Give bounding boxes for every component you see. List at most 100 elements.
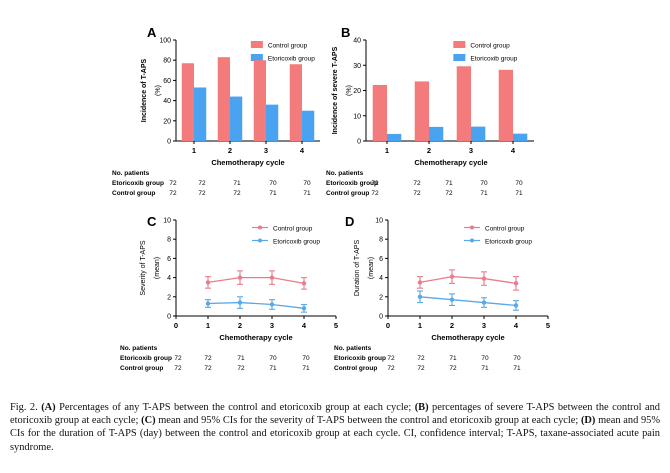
panel-d-point-etoricoxib-2: [449, 297, 455, 302]
panel-a-x-tick-label: 3: [264, 146, 268, 155]
panel-a-table-value: 72: [198, 180, 206, 187]
panel-b-y-label: Incidence of severe T-APS: [332, 46, 339, 134]
panel-d-letter: D: [345, 214, 354, 229]
panel-a-y-label: Incidence of T-APS: [141, 58, 148, 122]
panel-a-y-tick-label: 80: [163, 58, 171, 65]
panel-d-table-value: 72: [417, 355, 425, 362]
panel-b-y-tick-label: 30: [353, 63, 361, 70]
panel-b-legend-swatch: [453, 41, 466, 48]
panel-d-y-tick-label: 2: [379, 294, 383, 301]
panel-b-x-tick-label: 3: [469, 146, 473, 155]
panel-a-table-value: 72: [198, 190, 206, 197]
panel-c-point-etoricoxib-1: [205, 301, 211, 306]
panel-c-x-tick-label: 3: [270, 321, 274, 330]
panel-b-table-value: 72: [371, 180, 379, 187]
panel-a-table-value: 70: [303, 180, 311, 187]
panel-a-table-value: 71: [233, 180, 241, 187]
panel-d-line-control: [419, 275, 517, 285]
panel-c-x-tick-label: 4: [302, 321, 307, 330]
panel-b-legend-label: Control group: [470, 43, 510, 50]
panel-d-table-value: 72: [449, 365, 457, 372]
panel-c-table-row-label: Etoricoxib group: [120, 355, 172, 362]
panel-d-legend-marker: [470, 225, 474, 230]
panel-b-bar-control-1: [372, 84, 387, 141]
panel-b-table-value: 71: [515, 190, 523, 197]
panel-a-y-tick-label: 100: [159, 38, 171, 45]
panel-a-legend-swatch: [250, 54, 263, 61]
panel-c-y-tick-label: 10: [163, 218, 171, 225]
panel-c-x-tick-label: 2: [238, 321, 242, 330]
panel-a-letter: A: [147, 25, 157, 40]
panel-b-bar-etoricoxib-1: [387, 133, 402, 141]
panel-c-table-value: 72: [237, 365, 245, 372]
panel-d-legend-label: Control group: [485, 226, 525, 233]
panel-c-x-label: Chemotherapy cycle: [219, 333, 292, 342]
panel-c-point-control-3: [269, 275, 275, 280]
panel-c-table-value: 71: [269, 365, 277, 372]
panel-c-table-value: 70: [269, 355, 277, 362]
panel-a-y-tick-label: 60: [163, 78, 171, 85]
panel-c-line-etoricoxib: [207, 301, 305, 309]
panel-c-table-title: No. patients: [120, 345, 158, 352]
panel-a-table-row-label: Control group: [112, 190, 155, 197]
panel-a-bar-etoricoxib-4: [302, 110, 315, 141]
panel-d-y-tick-label: 0: [379, 314, 383, 321]
panel-d-table-title: No. patients: [334, 345, 372, 352]
figure-caption: Fig. 2. (A) Percentages of any T-APS bet…: [10, 401, 660, 454]
panel-c-y-tick-label: 0: [167, 314, 171, 321]
panel-b-x-tick-label: 2: [427, 146, 431, 155]
panel-b-table-row-label: Control group: [326, 190, 369, 197]
panel-b-legend-label: Etoricoxib group: [470, 56, 517, 63]
panel-d-x-tick-label: 2: [450, 321, 454, 330]
caption-text-b: percentages of severe T-APS between the …: [10, 402, 660, 427]
panel-d-y-tick-label: 8: [379, 237, 383, 244]
panel-d-table-value: 70: [481, 355, 489, 362]
panel-b-table-row-label: Etoricoxib group: [326, 180, 378, 187]
panel-a-legend-label: Etoricoxib group: [268, 56, 315, 63]
panel-d-x-tick-label: 5: [546, 321, 550, 330]
panel-a-table-title: No. patients: [112, 170, 150, 177]
panel-b-table-value: 71: [445, 180, 453, 187]
panel-b-y-tick-label: 20: [353, 88, 361, 95]
panel-c-y-tick-label: 2: [167, 294, 171, 301]
panel-d-x-tick-label: 4: [514, 321, 519, 330]
panel-d-y-tick-label: 4: [379, 275, 383, 282]
panel-c-point-etoricoxib-2: [237, 300, 243, 305]
panel-a-table-value: 72: [169, 190, 177, 197]
panel-c-table-value: 72: [204, 355, 212, 362]
panel-d-x-tick-label: 3: [482, 321, 486, 330]
panel-d-y-tick-label: 6: [379, 256, 383, 263]
panel-d-point-control-1: [417, 280, 423, 285]
panel-a-table-value: 72: [233, 190, 241, 197]
panel-a-legend-swatch: [250, 41, 263, 48]
panel-b-bar-etoricoxib-3: [471, 126, 486, 141]
panel-a-x-tick-label: 2: [228, 146, 232, 155]
panel-a-bar-control-2: [217, 57, 230, 141]
panel-c-x-tick-label: 1: [206, 321, 210, 330]
panel-b-table-title: No. patients: [326, 170, 364, 177]
panel-c-y-tick-label: 6: [167, 256, 171, 263]
panel-b-table-value: 72: [413, 180, 421, 187]
panel-c-point-etoricoxib-3: [269, 302, 275, 307]
panel-c-point-control-2: [237, 275, 243, 280]
panel-a-x-tick-label: 4: [300, 146, 305, 155]
panel-d-x-label: Chemotherapy cycle: [431, 333, 504, 342]
panel-c-table-row-label: Control group: [120, 365, 163, 372]
panel-b-bar-etoricoxib-4: [513, 133, 528, 141]
panel-a-bar-control-4: [289, 64, 302, 141]
caption-letter-d: (D): [580, 415, 596, 427]
panel-c-legend-label: Etoricoxib group: [273, 239, 320, 246]
panel-c-table-value: 72: [174, 355, 182, 362]
panel-a-table-value: 71: [269, 190, 277, 197]
panel-b-x-label: Chemotherapy cycle: [414, 158, 487, 167]
panel-a-bar-etoricoxib-1: [194, 87, 207, 141]
panel-b-table-value: 72: [371, 190, 379, 197]
panel-c-legend-marker: [258, 225, 262, 230]
panel-c-y-tick-label: 4: [167, 275, 171, 282]
panel-d-table-value: 71: [513, 365, 521, 372]
panel-c-table-value: 71: [302, 365, 310, 372]
panel-a-legend-label: Control group: [268, 43, 308, 50]
panel-b-x-tick-label: 4: [511, 146, 516, 155]
panel-b-y-tick-label: 10: [353, 113, 361, 120]
